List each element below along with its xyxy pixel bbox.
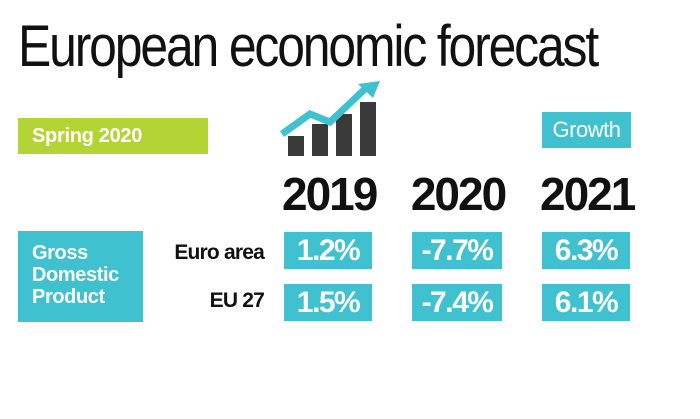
icon-bar-2 bbox=[312, 124, 328, 156]
page-title: European economic forecast bbox=[18, 14, 599, 79]
year-header-2020: 2020 bbox=[410, 168, 507, 220]
icon-trend-arrowhead bbox=[358, 81, 380, 98]
indicator-label: Gross Domestic Product bbox=[18, 231, 143, 322]
value-eu27-2020: -7.4% bbox=[412, 284, 502, 321]
indicator-label-line-2: Domestic bbox=[32, 264, 119, 286]
value-euro-area-2019: 1.2% bbox=[284, 232, 372, 269]
value-eu27-2019: 1.5% bbox=[284, 284, 372, 321]
icon-bar-4 bbox=[360, 102, 376, 156]
row-label-eu27: EU 27 bbox=[209, 289, 265, 312]
value-eu27-2021: 6.1% bbox=[542, 284, 630, 321]
year-header-2019: 2019 bbox=[282, 168, 378, 220]
growth-chart-icon bbox=[280, 81, 380, 156]
icon-bar-3 bbox=[336, 114, 352, 156]
edition-badge: Spring 2020 bbox=[18, 118, 208, 154]
icon-bar-1 bbox=[288, 136, 304, 156]
growth-badge: Growth bbox=[542, 112, 631, 148]
icon-trend-line bbox=[280, 85, 369, 137]
row-label-euro-area: Euro area bbox=[174, 241, 264, 264]
indicator-label-line-3: Product bbox=[32, 286, 105, 308]
year-header-2021: 2021 bbox=[540, 168, 636, 220]
value-euro-area-2021: 6.3% bbox=[542, 232, 630, 269]
indicator-label-line-1: Gross bbox=[32, 242, 88, 264]
value-euro-area-2020: -7.7% bbox=[412, 232, 502, 269]
